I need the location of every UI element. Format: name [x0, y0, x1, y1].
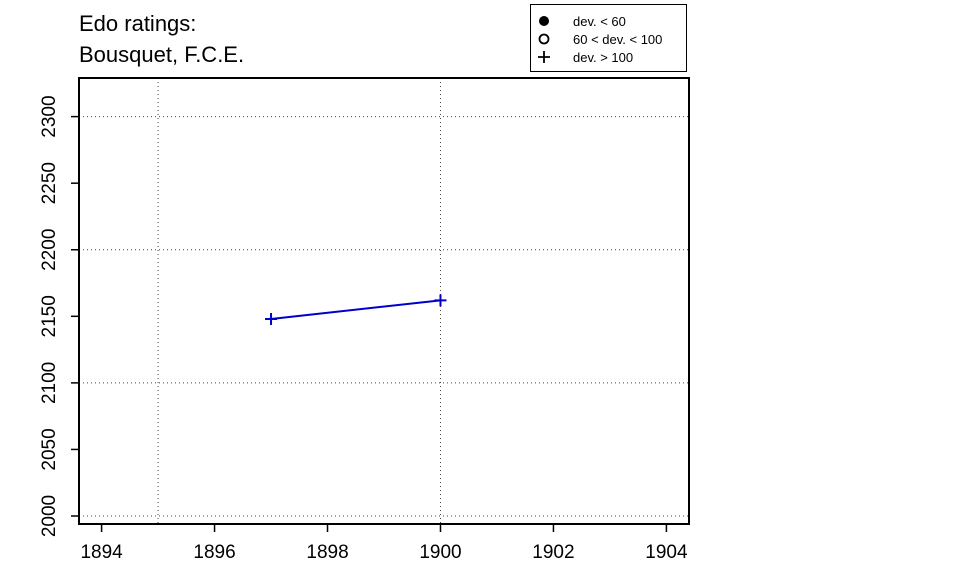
x-tick-label: 1896 — [193, 542, 235, 563]
legend-item-dev-gt-100: dev. > 100 — [531, 48, 633, 66]
plus-icon — [531, 50, 557, 64]
legend-label: dev. < 60 — [573, 13, 626, 29]
x-tick-label: 1902 — [532, 542, 574, 563]
y-tick-label: 2150 — [39, 295, 60, 337]
legend-label: dev. > 100 — [573, 49, 634, 65]
series-line — [270, 299, 441, 320]
legend-item-dev-60-100: 60 < dev. < 100 — [531, 30, 662, 48]
plot-frame — [78, 77, 690, 525]
y-tick-label: 2050 — [39, 428, 60, 470]
x-tick-label: 1900 — [419, 542, 461, 563]
chart-title: Edo ratings: Bousquet, F.C.E. — [79, 8, 244, 70]
chart-title-line-2: Bousquet, F.C.E. — [79, 42, 245, 67]
open-circle-icon — [531, 33, 557, 45]
legend: dev. < 60 60 < dev. < 100 dev. > 100 — [530, 4, 687, 72]
y-tick-label: 2100 — [39, 362, 60, 404]
x-tick-label: 1898 — [306, 542, 348, 563]
filled-circle-icon — [531, 15, 557, 27]
x-tick-label: 1894 — [80, 542, 123, 563]
y-tick-label: 2250 — [39, 162, 60, 204]
legend-label: 60 < dev. < 100 — [573, 31, 663, 47]
y-tick-label: 2200 — [39, 229, 60, 271]
y-tick-label: 2000 — [39, 495, 60, 537]
x-tick-label: 1904 — [645, 542, 688, 563]
chart-title-line-1: Edo ratings: — [79, 11, 197, 36]
data-point-plus — [265, 312, 278, 325]
legend-item-dev-lt-60: dev. < 60 — [531, 12, 626, 30]
data-point-plus — [434, 294, 447, 307]
y-tick-label: 2300 — [39, 95, 60, 137]
